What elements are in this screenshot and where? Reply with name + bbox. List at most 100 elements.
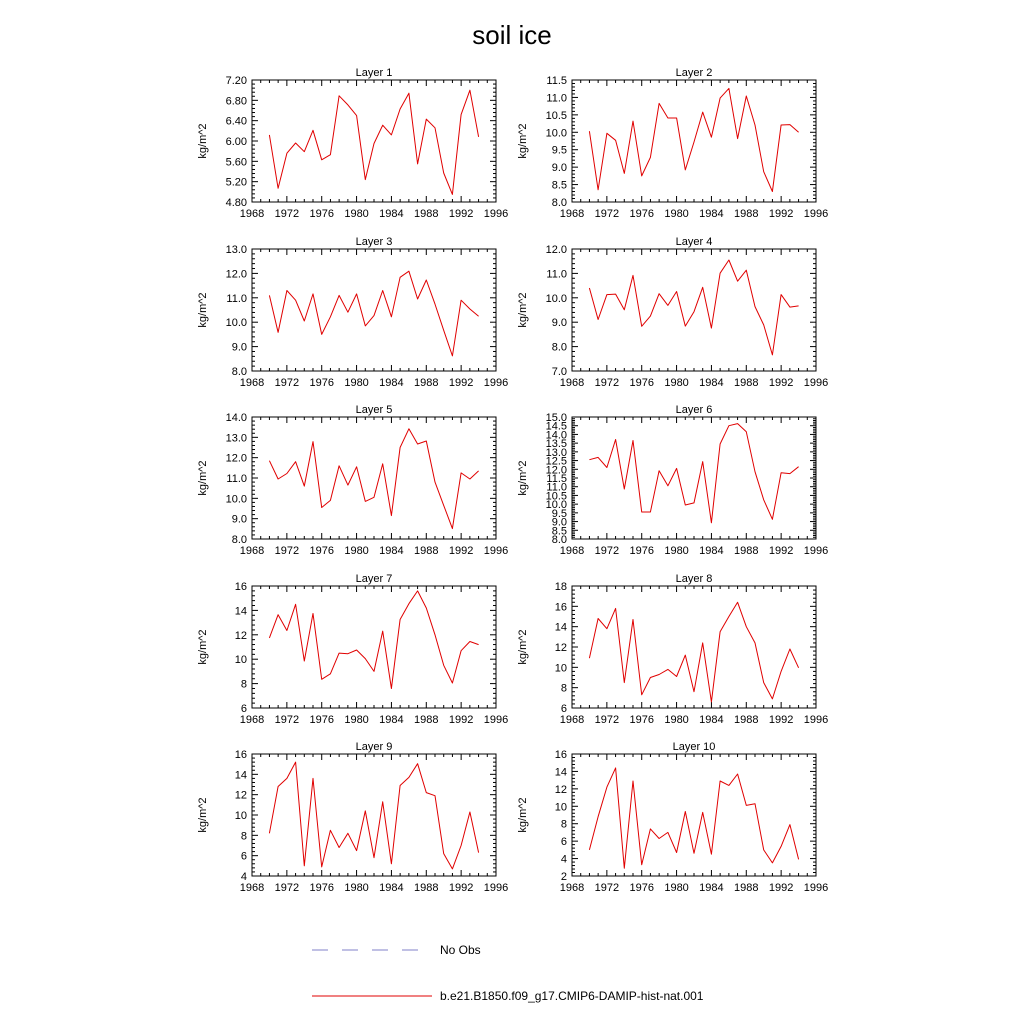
panel-title: Layer 4 <box>676 236 713 248</box>
y-tick-label: 8 <box>561 819 567 831</box>
y-tick-label: 9.0 <box>552 317 567 329</box>
series-line <box>268 89 480 195</box>
x-tick-label: 1968 <box>560 714 584 726</box>
panel-title: Layer 6 <box>676 404 713 416</box>
x-tick-label: 1976 <box>629 377 653 389</box>
y-axis-label: kg/m^2 <box>197 292 209 327</box>
y-tick-label: 13.0 <box>546 447 567 459</box>
y-tick-label: 5.20 <box>226 177 247 189</box>
x-tick-label: 1984 <box>699 545 723 557</box>
x-tick-label: 1996 <box>484 714 508 726</box>
y-axis-label: kg/m^2 <box>197 797 209 832</box>
y-tick-label: 9.5 <box>552 145 567 157</box>
x-tick-label: 1996 <box>804 208 828 220</box>
x-tick-label: 1988 <box>414 377 438 389</box>
series-line <box>268 428 479 530</box>
x-tick-label: 1968 <box>560 882 584 894</box>
y-tick-label: 12.0 <box>226 453 247 465</box>
x-tick-label: 1992 <box>769 545 793 557</box>
y-tick-label: 13.5 <box>546 438 567 450</box>
x-tick-label: 1976 <box>629 208 653 220</box>
x-tick-label: 1984 <box>699 208 723 220</box>
chart-panel: Layer 4 kg/m^2 1968 1972 1976 1980 1984 1988 199… <box>517 236 828 389</box>
y-tick-label: 9.0 <box>232 514 247 526</box>
chart-panel: Layer 1 kg/m^2 1968 1972 1976 1980 1984 1988 199… <box>197 67 508 220</box>
y-tick-label: 10 <box>235 654 247 666</box>
legend: No Obs b.e21.B1850.f09_g17.CMIP6-DAMIP-h… <box>312 943 704 1003</box>
x-tick-label: 1972 <box>275 714 299 726</box>
y-tick-label: 8 <box>561 683 567 695</box>
x-tick-label: 1996 <box>804 714 828 726</box>
y-tick-label: 16 <box>555 601 567 613</box>
y-tick-label: 14.5 <box>546 421 567 433</box>
y-tick-label: 7.20 <box>226 75 247 87</box>
x-tick-label: 1972 <box>275 377 299 389</box>
panels: Layer 1 kg/m^2 1968 1972 1976 1980 1984 1988 199… <box>197 67 828 894</box>
x-tick-label: 1988 <box>734 882 758 894</box>
panel-title: Layer 8 <box>676 573 713 585</box>
x-tick-label: 1968 <box>560 545 584 557</box>
figure-title: soil ice <box>472 20 551 50</box>
series-line <box>268 761 480 870</box>
plot-frame <box>571 416 817 540</box>
y-tick-label: 6.40 <box>226 116 247 128</box>
x-tick-label: 1968 <box>560 377 584 389</box>
y-tick-label: 16 <box>235 749 247 761</box>
x-tick-label: 1968 <box>560 208 584 220</box>
x-tick-label: 1976 <box>309 714 333 726</box>
series-line <box>588 601 800 703</box>
x-tick-label: 1972 <box>275 208 299 220</box>
x-tick-label: 1996 <box>484 208 508 220</box>
legend-no-obs-label: No Obs <box>440 943 481 957</box>
plot-frame <box>571 248 817 372</box>
x-tick-label: 1980 <box>664 208 688 220</box>
y-tick-label: 11.0 <box>226 473 247 485</box>
y-tick-label: 12 <box>555 784 567 796</box>
x-tick-label: 1996 <box>804 882 828 894</box>
y-tick-label: 16 <box>235 581 247 593</box>
x-tick-label: 1976 <box>629 882 653 894</box>
y-tick-label: 8.0 <box>232 366 247 378</box>
x-tick-label: 1968 <box>240 545 264 557</box>
y-tick-label: 10 <box>555 662 567 674</box>
x-tick-label: 1968 <box>240 377 264 389</box>
x-tick-label: 1980 <box>344 882 368 894</box>
x-tick-label: 1988 <box>734 377 758 389</box>
y-tick-label: 10.5 <box>546 490 567 502</box>
x-tick-label: 1976 <box>309 545 333 557</box>
y-tick-label: 8.5 <box>552 180 567 192</box>
y-tick-label: 12.0 <box>226 268 247 280</box>
x-tick-label: 1972 <box>595 377 619 389</box>
x-tick-label: 1996 <box>484 377 508 389</box>
x-tick-label: 1992 <box>449 377 473 389</box>
x-tick-label: 1972 <box>595 714 619 726</box>
y-tick-label: 11.0 <box>546 482 567 494</box>
series-line <box>588 767 800 869</box>
plot-frame <box>251 585 497 709</box>
y-tick-label: 10.0 <box>226 493 247 505</box>
y-axis-label: kg/m^2 <box>197 123 209 158</box>
y-tick-label: 12.0 <box>546 464 567 476</box>
series-line <box>268 270 479 357</box>
x-tick-label: 1968 <box>240 882 264 894</box>
x-tick-label: 1980 <box>664 714 688 726</box>
x-tick-label: 1984 <box>699 377 723 389</box>
x-tick-label: 1996 <box>484 882 508 894</box>
y-tick-label: 8.0 <box>232 534 247 546</box>
x-tick-label: 1996 <box>484 545 508 557</box>
x-tick-label: 1988 <box>414 882 438 894</box>
y-tick-label: 11.5 <box>546 75 567 87</box>
x-tick-label: 1972 <box>595 545 619 557</box>
y-tick-label: 4.80 <box>226 197 247 209</box>
y-tick-label: 10 <box>235 810 247 822</box>
y-axis-label: kg/m^2 <box>517 460 529 495</box>
x-tick-label: 1984 <box>379 545 403 557</box>
x-tick-label: 1988 <box>414 545 438 557</box>
x-tick-label: 1976 <box>629 714 653 726</box>
x-tick-label: 1968 <box>240 208 264 220</box>
x-tick-label: 1984 <box>379 377 403 389</box>
y-tick-label: 6.00 <box>226 136 247 148</box>
y-tick-label: 14 <box>235 769 247 781</box>
x-tick-label: 1980 <box>664 545 688 557</box>
x-tick-label: 1980 <box>344 714 368 726</box>
